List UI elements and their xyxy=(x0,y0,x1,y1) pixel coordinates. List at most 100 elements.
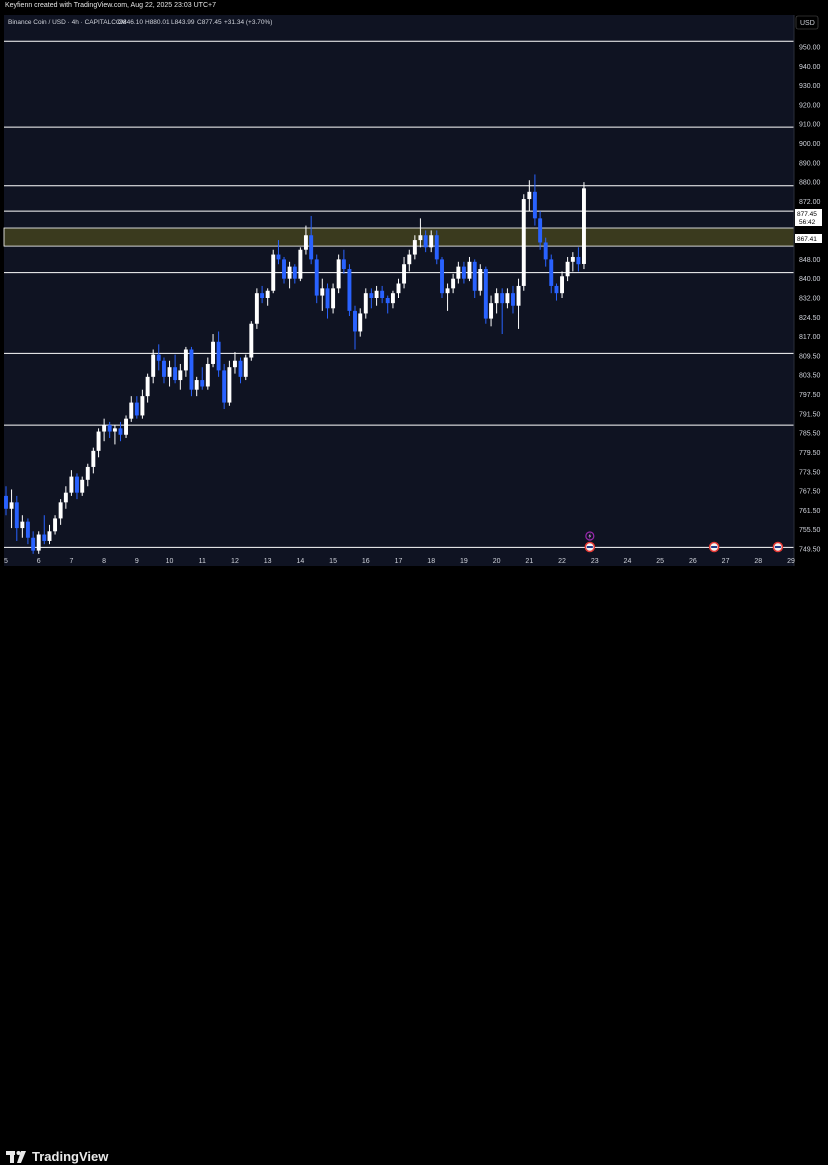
time-tick-label: 24 xyxy=(624,558,632,565)
price-tick-label: 809.50 xyxy=(799,353,821,360)
candle-body xyxy=(42,534,47,541)
earnings-event-icon-stripe xyxy=(711,546,718,548)
candle-body xyxy=(521,199,526,286)
candle-body xyxy=(445,288,450,294)
footer-bar: TradingView xyxy=(0,572,828,1164)
candle-body xyxy=(472,261,477,291)
last-price-tag: 877.45 56:42 xyxy=(795,209,822,226)
candle-body xyxy=(9,502,14,509)
candle-body xyxy=(265,290,270,298)
legend-change: +31.34 (+3.70%) xyxy=(224,19,272,26)
candle-body xyxy=(282,259,286,279)
candle-body xyxy=(554,285,559,294)
candle-body xyxy=(254,293,259,324)
candle-body xyxy=(31,537,36,551)
candle-body xyxy=(216,341,221,371)
time-tick-label: 21 xyxy=(525,558,533,565)
price-tick-label: 940.00 xyxy=(799,64,821,71)
time-tick-label: 12 xyxy=(231,558,239,565)
markers-layer xyxy=(584,531,784,553)
time-tick-label: 27 xyxy=(722,558,730,565)
price-tick-label: 930.00 xyxy=(799,83,821,90)
candle-body xyxy=(380,290,385,298)
price-tick-label: 872.00 xyxy=(799,199,821,206)
candle-body xyxy=(576,256,581,265)
candle-body xyxy=(396,283,401,294)
price-tick-label: 824.50 xyxy=(799,315,821,322)
candle-body xyxy=(500,293,505,304)
price-tick-label: 920.00 xyxy=(799,102,821,109)
time-tick-label: 23 xyxy=(591,558,599,565)
candle-body xyxy=(347,269,352,311)
time-tick-label: 14 xyxy=(296,558,304,565)
candle-body xyxy=(560,276,565,294)
price-chart[interactable]: 950.00 940.00 930.00 920.00 910.00 900.00 890.… xyxy=(0,14,828,572)
candle-body xyxy=(538,218,543,243)
candle-body xyxy=(385,298,390,304)
price-tick-label: 880.00 xyxy=(799,180,821,187)
time-tick-label: 20 xyxy=(493,558,501,565)
candle-body xyxy=(511,293,515,306)
candle-body xyxy=(4,495,8,509)
time-tick-label: 5 xyxy=(4,558,8,565)
time-tick-label: 15 xyxy=(329,558,337,565)
candle-body xyxy=(565,261,570,277)
candle-body xyxy=(189,349,194,390)
candle-body xyxy=(353,310,357,332)
candle-body xyxy=(124,418,129,435)
currency-button[interactable]: USD xyxy=(795,15,819,30)
tradingview-brand: TradingView xyxy=(32,1149,109,1164)
price-tick-label: 755.50 xyxy=(799,527,821,534)
legend-symbol: Binance Coin / USD · 4h · CAPITALCOM xyxy=(8,19,126,26)
candle-body xyxy=(331,288,336,309)
candle-body xyxy=(374,290,379,298)
candle-body xyxy=(205,363,210,387)
candle-body xyxy=(222,370,227,403)
candle-body xyxy=(53,518,58,532)
candle-body xyxy=(581,188,586,264)
time-tick-label: 8 xyxy=(102,558,106,565)
candle-body xyxy=(418,235,423,241)
candle-body xyxy=(570,256,575,262)
candle-body xyxy=(194,380,199,390)
candle-body xyxy=(292,266,297,279)
level-price-tag: 867.41 xyxy=(795,234,822,243)
candle-body xyxy=(211,341,216,364)
price-tick-label: 785.50 xyxy=(799,431,821,438)
candle-body xyxy=(249,323,254,358)
candle-body xyxy=(20,521,25,529)
candles-layer xyxy=(4,174,586,554)
time-tick-label: 22 xyxy=(558,558,566,565)
candle-body xyxy=(440,259,444,294)
candle-body xyxy=(173,367,178,381)
candle-body xyxy=(36,534,41,551)
symbol-legend[interactable]: Binance Coin / USD · 4h · CAPITALCOM O84… xyxy=(8,19,272,26)
candle-body xyxy=(96,431,101,451)
price-tick-label: 767.50 xyxy=(799,489,821,496)
candle-body xyxy=(58,502,63,519)
time-tick-label: 29 xyxy=(787,558,795,565)
price-tick-label: 779.50 xyxy=(799,450,821,457)
price-tick-label: 749.50 xyxy=(799,547,821,554)
candle-body xyxy=(325,288,330,309)
candle-body xyxy=(80,479,85,493)
candle-body xyxy=(320,288,325,296)
candle-body xyxy=(227,367,232,403)
candle-body xyxy=(232,360,237,368)
candle-body xyxy=(429,235,434,248)
bar-countdown: 56:42 xyxy=(799,219,816,226)
candle-body xyxy=(358,313,363,332)
candle-body xyxy=(369,293,374,298)
candle-body xyxy=(341,259,346,270)
price-tick-label: 840.00 xyxy=(799,276,821,283)
time-tick-label: 18 xyxy=(427,558,435,565)
candle-body xyxy=(532,191,537,219)
currency-button-label: USD xyxy=(800,20,815,27)
tradingview-logo-icon xyxy=(6,1151,26,1163)
candle-body xyxy=(287,266,292,279)
candle-body xyxy=(309,235,314,260)
price-tick-label: 910.00 xyxy=(799,122,821,129)
candle-body xyxy=(336,259,341,289)
legend-low: L843.99 xyxy=(171,19,195,26)
candle-body xyxy=(47,531,52,541)
